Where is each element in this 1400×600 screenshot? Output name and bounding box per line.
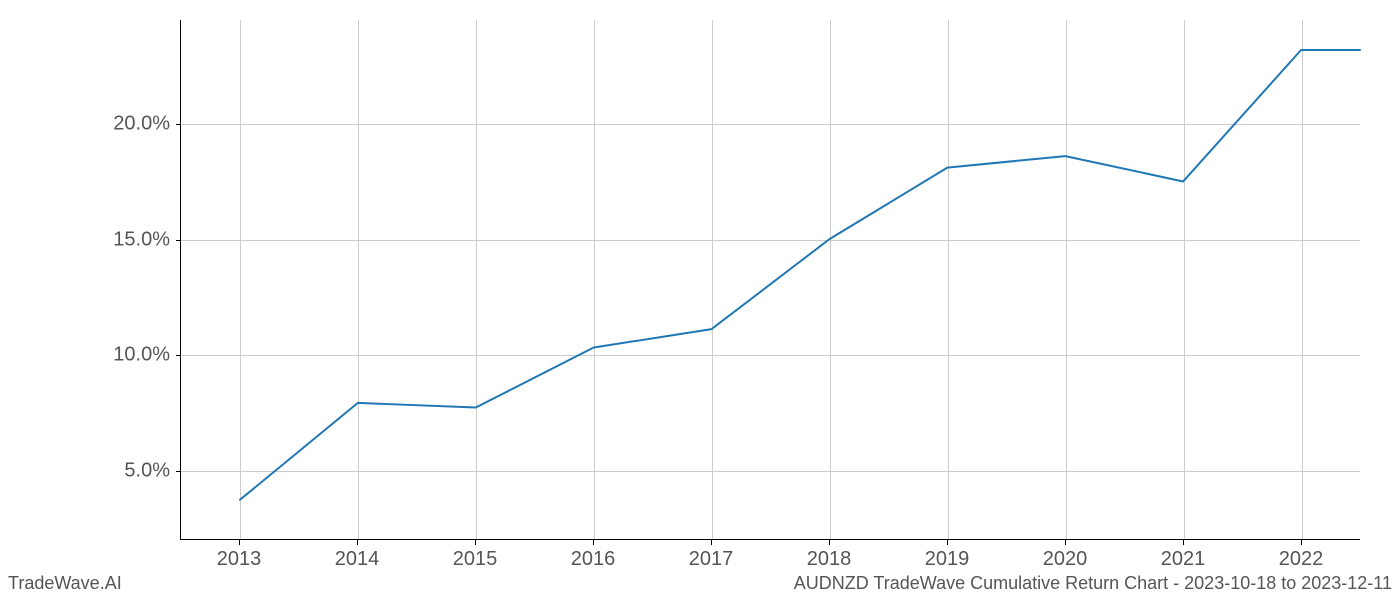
y-axis-tick-mark (176, 240, 181, 241)
x-axis-tick-mark (947, 540, 948, 545)
y-axis-tick-label: 15.0% (113, 228, 170, 251)
y-axis-tick-label: 10.0% (113, 344, 170, 367)
footer-brand: TradeWave.AI (8, 573, 122, 594)
x-axis-tick-mark (593, 540, 594, 545)
x-axis-tick-mark (357, 540, 358, 545)
x-axis-tick-label: 2021 (1161, 548, 1206, 571)
x-axis-tick-label: 2018 (807, 548, 852, 571)
x-axis-tick-label: 2020 (1043, 548, 1088, 571)
plot-border (180, 20, 1360, 540)
line-chart-svg (181, 20, 1360, 539)
data-line (240, 50, 1360, 500)
footer-title: AUDNZD TradeWave Cumulative Return Chart… (794, 573, 1392, 594)
x-axis-tick-mark (475, 540, 476, 545)
y-axis-tick-mark (176, 355, 181, 356)
x-axis-tick-mark (1183, 540, 1184, 545)
y-axis-tick-label: 5.0% (124, 459, 170, 482)
x-axis-tick-mark (1065, 540, 1066, 545)
y-axis-tick-mark (176, 124, 181, 125)
x-axis-tick-label: 2017 (689, 548, 734, 571)
x-axis-tick-label: 2014 (335, 548, 380, 571)
x-axis-tick-mark (711, 540, 712, 545)
x-axis-tick-label: 2022 (1279, 548, 1324, 571)
x-axis-tick-label: 2016 (571, 548, 616, 571)
y-axis-tick-mark (176, 471, 181, 472)
chart-plot-area (180, 20, 1360, 540)
x-axis-tick-mark (1301, 540, 1302, 545)
y-axis-tick-label: 20.0% (113, 113, 170, 136)
x-axis-tick-mark (239, 540, 240, 545)
x-axis-tick-label: 2015 (453, 548, 498, 571)
x-axis-tick-mark (829, 540, 830, 545)
x-axis-tick-label: 2013 (217, 548, 262, 571)
x-axis-tick-label: 2019 (925, 548, 970, 571)
